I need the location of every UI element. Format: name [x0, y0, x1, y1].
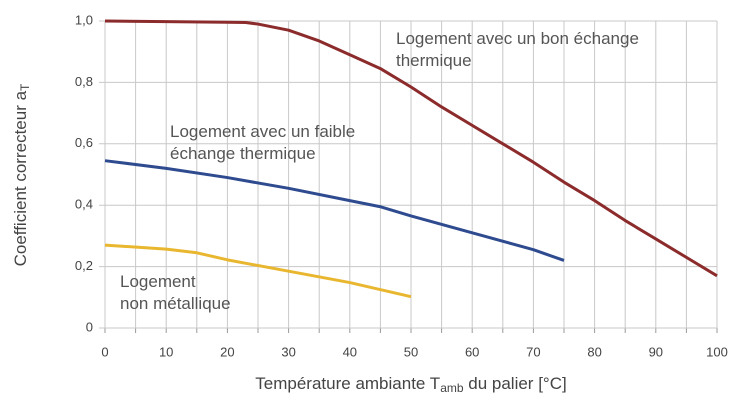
annotation: Logement avec un faible échange thermique: [170, 122, 355, 163]
y-tick-label: 0,6: [75, 135, 93, 150]
x-tick-label: 80: [587, 344, 601, 359]
annotation-line: Logement avec un bon échange: [396, 29, 639, 48]
y-tick-label: 0,2: [75, 258, 93, 273]
y-tick-label: 1,0: [75, 12, 93, 27]
x-tick-label: 100: [706, 344, 728, 359]
x-tick-label: 30: [281, 344, 295, 359]
line: [104, 19, 718, 278]
annotation-line: Logement avec un faible: [170, 122, 355, 141]
x-tick-label: 0: [101, 344, 108, 359]
y-tick-label: 0,8: [75, 74, 93, 89]
annotation: Logement non métallique: [120, 272, 231, 313]
y-tick-label: 0,4: [75, 197, 93, 212]
x-axis-label-part: du palier [°C]: [464, 374, 567, 393]
x-tick-label: 50: [404, 344, 418, 359]
x-tick-label: 10: [159, 344, 173, 359]
annotation-line: thermique: [396, 51, 472, 70]
x-tick-label: 90: [649, 344, 663, 359]
x-axis-label-part: Température ambiante T: [255, 374, 440, 393]
x-tick-label: 70: [526, 344, 540, 359]
line: [104, 243, 412, 299]
annotation-line: échange thermique: [170, 144, 316, 163]
x-tick-label: 40: [343, 344, 357, 359]
y-axis-label: Coefficient correcteur aT: [11, 83, 32, 266]
y-tick-label: 0: [86, 319, 93, 334]
annotation: Logement avec un bon échange thermique: [396, 29, 639, 70]
line: [104, 159, 565, 262]
x-tick-label: 60: [465, 344, 479, 359]
x-axis-label-sub: amb: [440, 381, 464, 395]
y-axis-label-part: Coefficient correcteur a: [11, 90, 30, 266]
y-axis-label-sub: T: [18, 83, 32, 91]
x-tick-label: 20: [220, 344, 234, 359]
x-axis-label: Température ambiante Tamb du palier [°C]: [255, 374, 566, 395]
annotation-line: non métallique: [120, 294, 231, 313]
annotation-line: Logement: [120, 272, 196, 291]
